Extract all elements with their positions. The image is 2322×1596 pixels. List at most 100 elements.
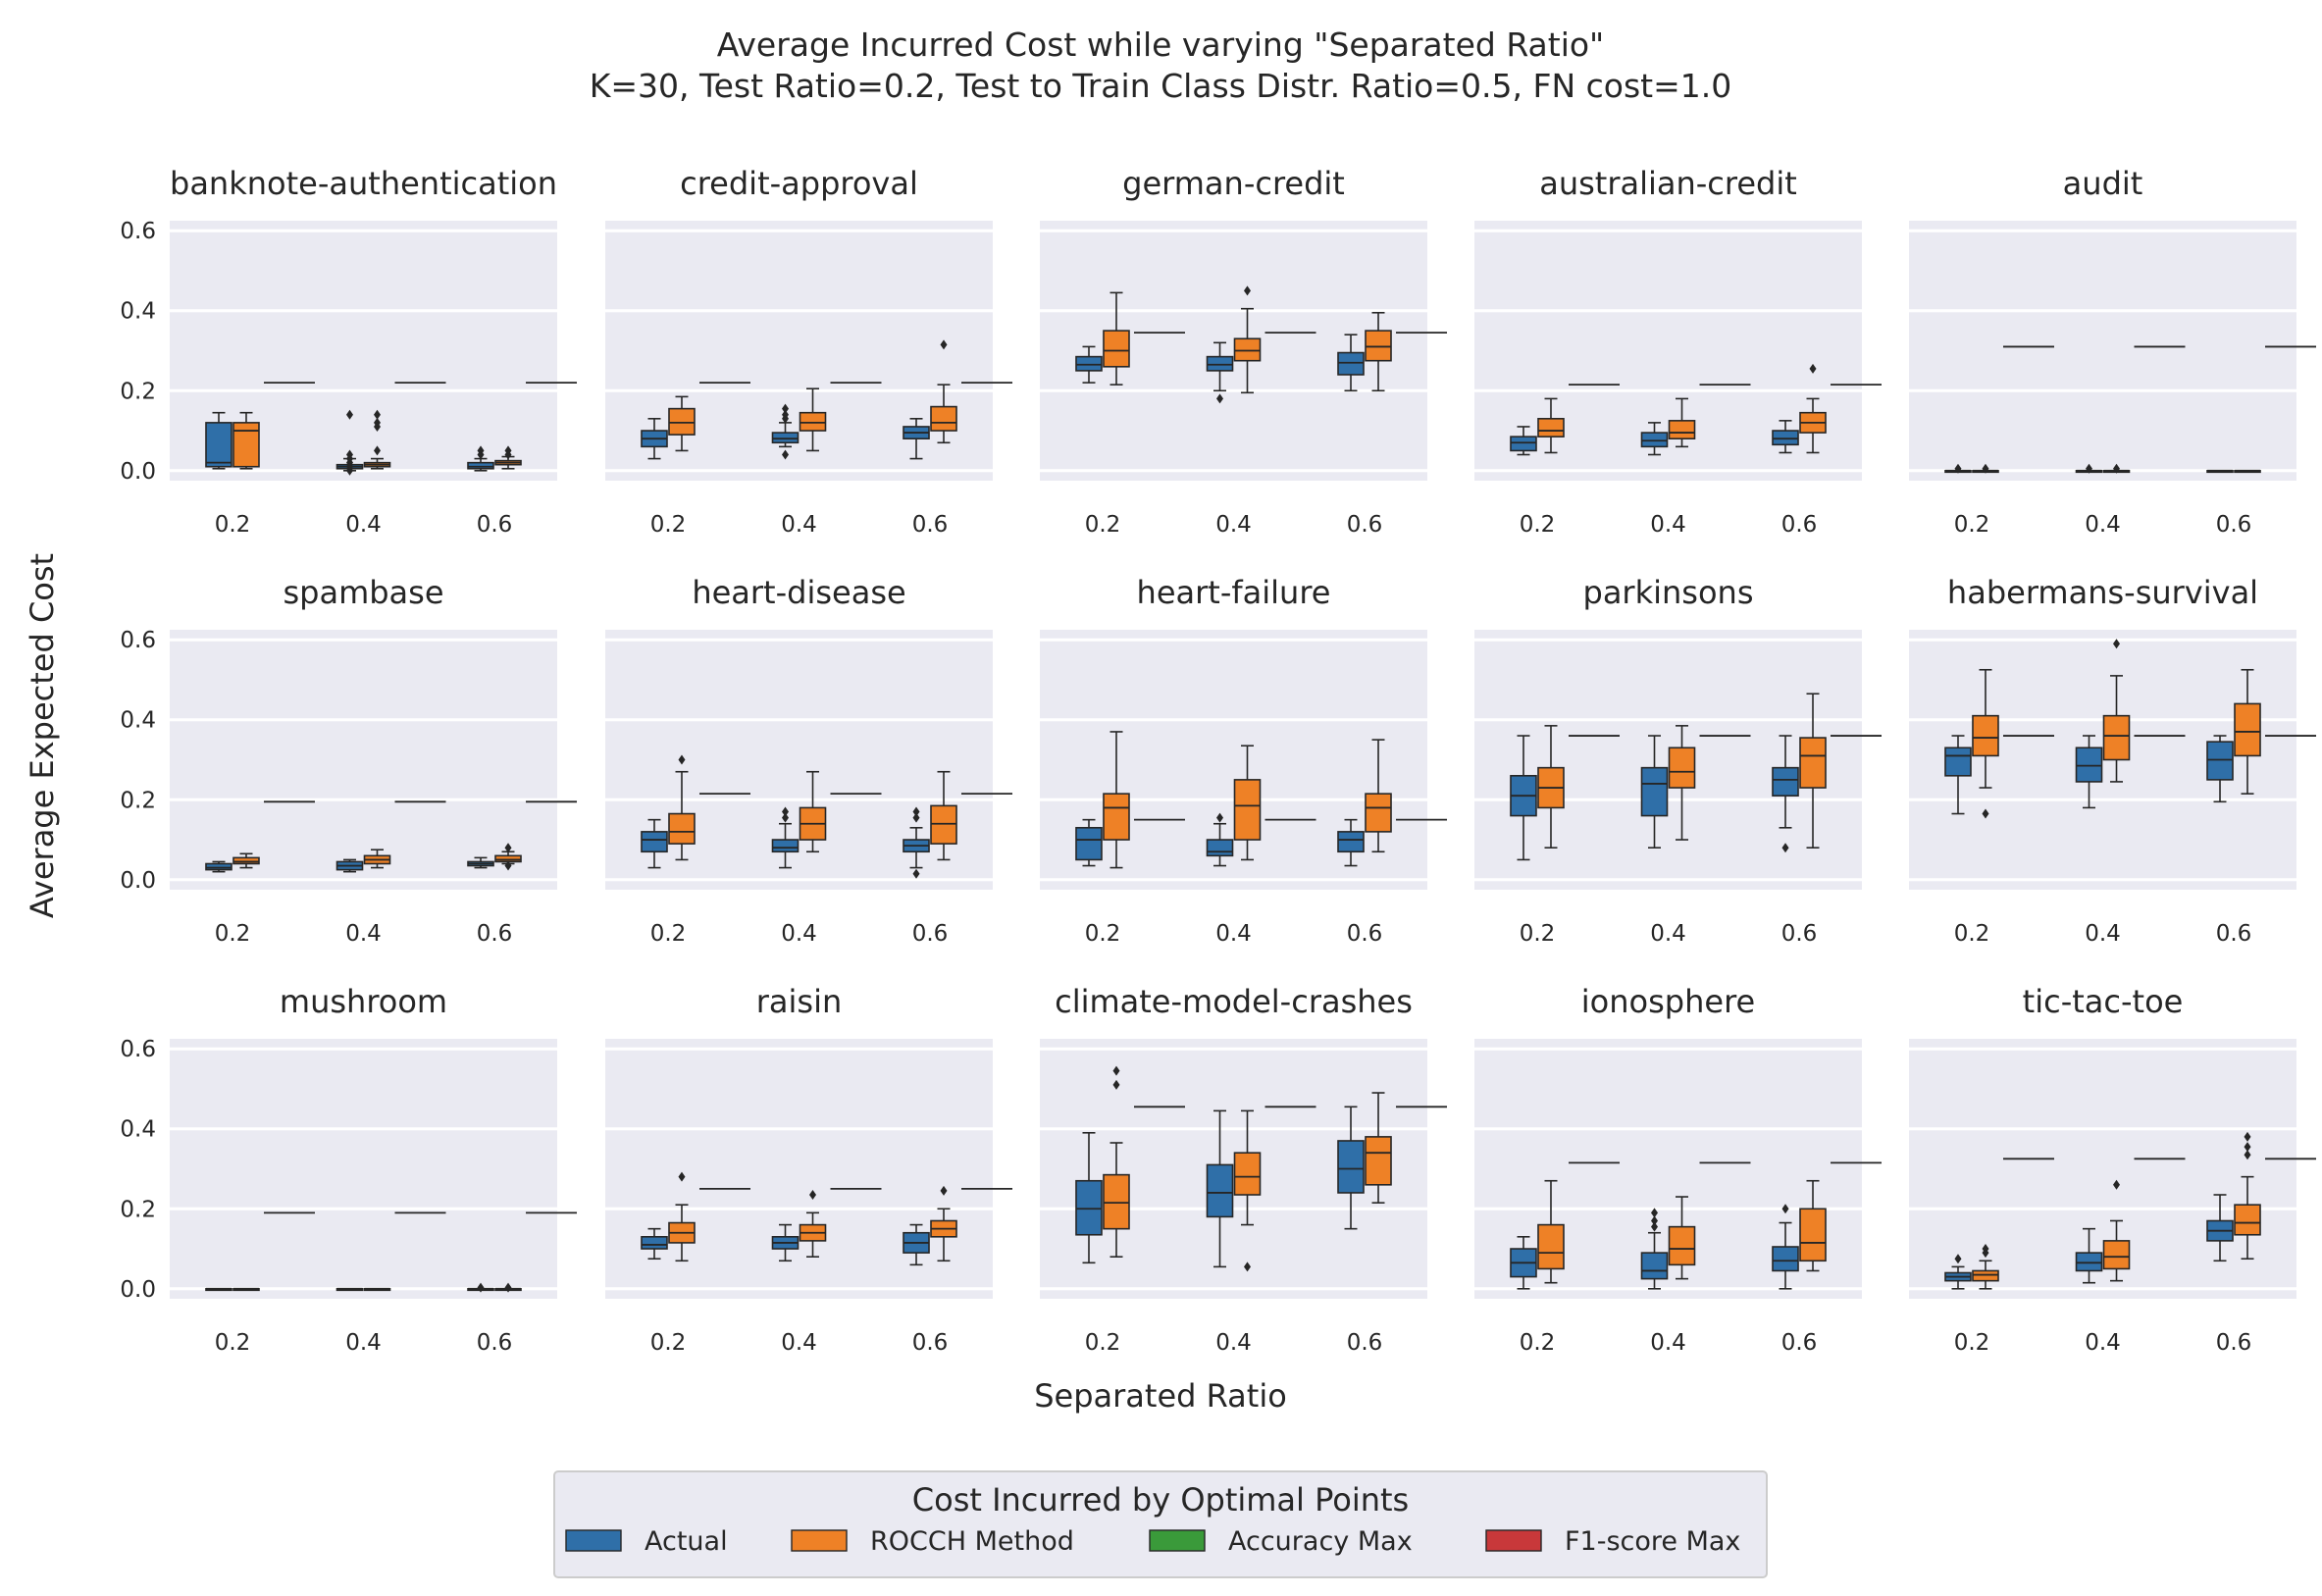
rocch-box (1799, 363, 1827, 454)
rocch-box (930, 339, 957, 444)
outlier-point (678, 1171, 686, 1182)
chart-subtitle: K=30, Test Ratio=0.2, Test to Train Clas… (590, 67, 1731, 105)
actual-box (641, 1227, 668, 1261)
panel-background (170, 1039, 557, 1299)
rocch-box (2102, 1179, 2131, 1282)
rocch-box (1668, 397, 1696, 448)
outlier-point (782, 449, 789, 460)
y-tick-label: 0.2 (120, 379, 156, 404)
iqr-box (1075, 355, 1103, 372)
actual-box (335, 1287, 364, 1292)
rocch-box (1103, 291, 1130, 386)
iqr-box (467, 461, 494, 470)
outlier-point (940, 1185, 948, 1196)
actual-box (205, 860, 232, 873)
outlier-point (782, 413, 789, 424)
rocch-box (930, 1185, 957, 1262)
iqr-box (1233, 337, 1262, 362)
rocch-box (668, 1171, 696, 1262)
rocch-box (1103, 731, 1130, 869)
rocch-box (1668, 1196, 1696, 1280)
outlier-point (912, 868, 920, 879)
x-tick-label: 0.2 (1954, 1330, 1990, 1356)
panel-title: ionosphere (1581, 983, 1755, 1020)
panel-spambase: spambase 0.0 0.2 0.4 0.6 0.2 0.4 0.6 (120, 574, 578, 947)
panel-background (1909, 1039, 2296, 1299)
rocch-box (1799, 1179, 1827, 1272)
iqr-box (1772, 1246, 1799, 1272)
actual-box (1640, 735, 1669, 849)
rocch-box (1972, 463, 1999, 474)
panel-banknote-authentication: banknote-authentication 0.0 0.2 0.4 0.6 0.2 0.… (120, 165, 578, 538)
outlier-point (1982, 808, 1989, 819)
iqr-box (2234, 702, 2261, 757)
actual-box (2075, 463, 2103, 474)
y-tick-label: 0.2 (120, 1197, 156, 1222)
iqr-box (1206, 355, 1234, 372)
x-tick-label: 0.2 (1085, 921, 1121, 947)
chart-title: Average Incurred Cost while varying "Sep… (717, 26, 1605, 64)
legend-entry-label: Actual (645, 1526, 728, 1557)
iqr-box (2206, 741, 2234, 781)
x-tick-label: 0.2 (215, 1330, 251, 1356)
iqr-box (1972, 714, 1999, 757)
actual-box (1510, 426, 1537, 456)
x-tick-label: 0.2 (1520, 1330, 1556, 1356)
y-tick-label: 0.4 (120, 708, 156, 734)
iqr-box (1772, 430, 1799, 446)
iqr-box (205, 862, 232, 871)
legend: Cost Incurred by Optimal Points Actual RO… (553, 1470, 1768, 1578)
x-tick-label: 0.2 (215, 512, 251, 538)
rocch-box (799, 1190, 827, 1258)
x-tick-label: 0.4 (2085, 512, 2121, 538)
panel-climate-model-crashes: climate-model-crashes 0.2 0.4 0.6 (1040, 983, 1448, 1356)
panel-mushroom: mushroom 0.0 0.2 0.4 0.6 0.2 0.4 0.6 (120, 983, 578, 1356)
rocch-box (1972, 1244, 1999, 1290)
x-tick-label: 0.4 (345, 921, 382, 947)
x-tick-label: 0.2 (650, 512, 687, 538)
actual-box (2075, 735, 2103, 809)
iqr-box (1233, 779, 1262, 841)
x-tick-label: 0.6 (1347, 512, 1383, 538)
panel-background (1474, 630, 1862, 890)
x-tick-label: 0.6 (912, 1330, 949, 1356)
actual-box (335, 858, 364, 873)
panel-title: credit-approval (680, 165, 918, 202)
panel-ionosphere: ionosphere 0.2 0.4 0.6 (1474, 983, 1883, 1356)
y-tick-label: 0.0 (120, 459, 156, 485)
outlier-point (346, 409, 353, 420)
rocch-box (363, 409, 391, 470)
x-tick-label: 0.6 (1781, 1330, 1818, 1356)
actual-box (771, 403, 800, 460)
outlier-point (912, 812, 920, 823)
actual-box (1337, 334, 1365, 392)
panel-background (605, 1039, 993, 1299)
legend-swatch (1149, 1529, 1206, 1552)
x-tick-label: 0.6 (912, 921, 949, 947)
outlier-point (2244, 1131, 2251, 1142)
iqr-box (1365, 793, 1392, 833)
actual-box (2206, 469, 2234, 474)
outlier-point (477, 1282, 485, 1293)
rocch-box (232, 852, 260, 869)
actual-box (1944, 1254, 1972, 1290)
actual-box (903, 418, 930, 460)
x-tick-label: 0.6 (477, 1330, 513, 1356)
outlier-point (2086, 463, 2092, 474)
actual-box (1772, 735, 1799, 853)
panel-title: habermans-survival (1947, 574, 2258, 611)
panel-title: mushroom (280, 983, 447, 1020)
actual-box (1206, 812, 1234, 867)
iqr-box (1103, 330, 1130, 368)
x-tick-label: 0.4 (2085, 1330, 2121, 1356)
actual-box (1075, 345, 1103, 384)
legend-swatch (791, 1529, 848, 1552)
outlier-point (1982, 1248, 1989, 1259)
rocch-box (1365, 311, 1392, 392)
legend-swatch (1485, 1529, 1542, 1552)
x-tick-label: 0.6 (2216, 512, 2252, 538)
outlier-point (940, 339, 948, 350)
iqr-box (1972, 1269, 1999, 1282)
rocch-box (363, 1287, 391, 1292)
x-tick-label: 0.4 (1650, 1330, 1686, 1356)
